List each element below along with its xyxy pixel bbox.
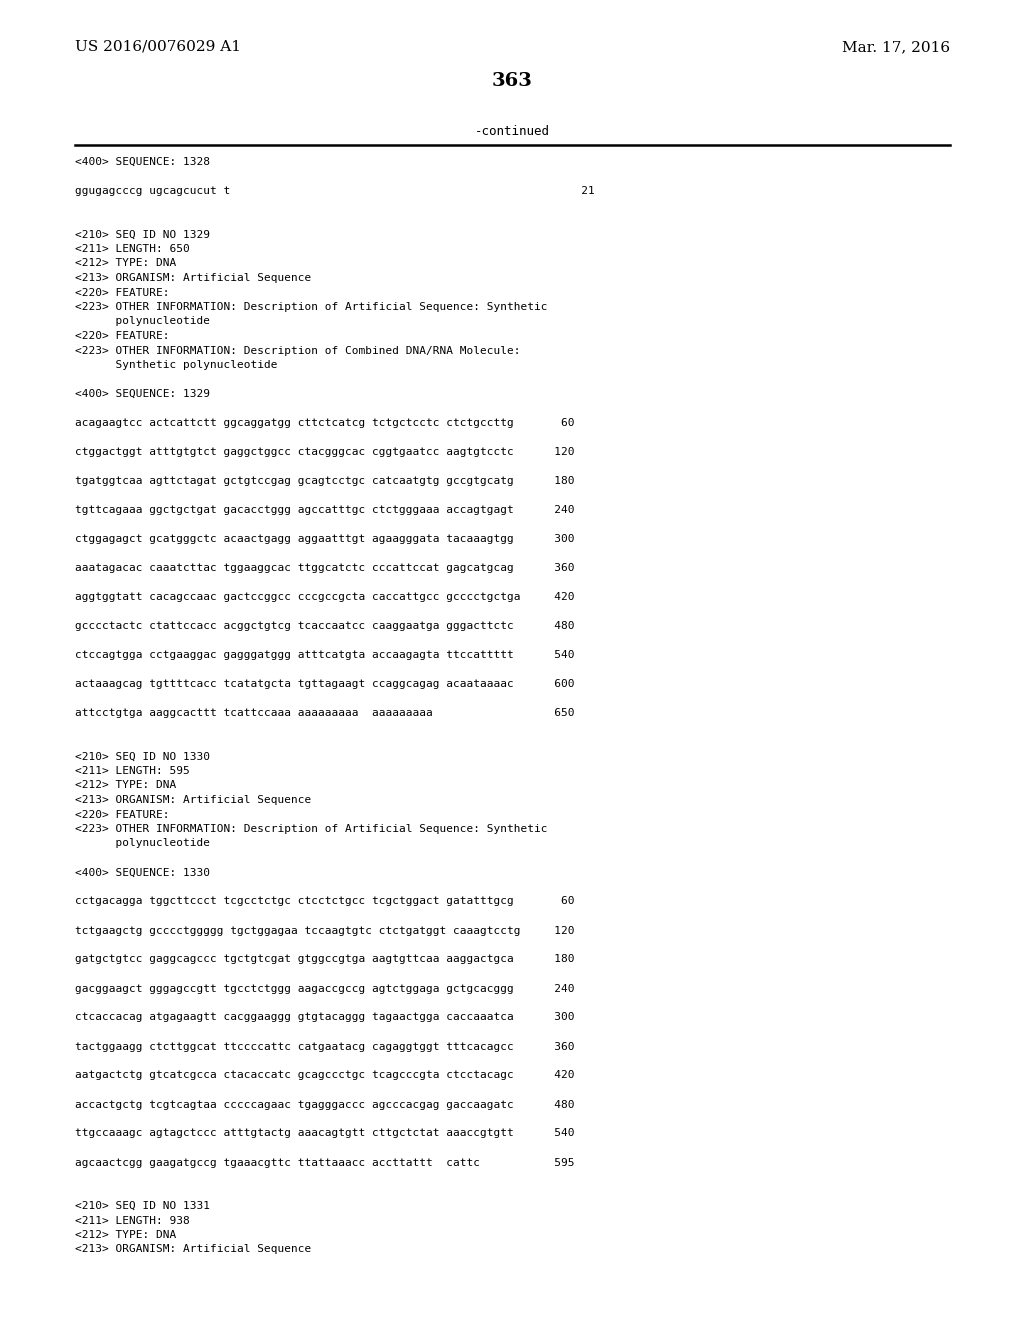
Text: acagaagtcc actcattctt ggcaggatgg cttctcatcg tctgctcctc ctctgccttg       60: acagaagtcc actcattctt ggcaggatgg cttctca… (75, 418, 574, 428)
Text: ctggagagct gcatgggctc acaactgagg aggaatttgt agaagggata tacaaagtgg      300: ctggagagct gcatgggctc acaactgagg aggaatt… (75, 535, 574, 544)
Text: -continued: -continued (474, 125, 550, 139)
Text: polynucleotide: polynucleotide (75, 838, 210, 849)
Text: Mar. 17, 2016: Mar. 17, 2016 (842, 40, 950, 54)
Text: aaatagacac caaatcttac tggaaggcac ttggcatctc cccattccat gagcatgcag      360: aaatagacac caaatcttac tggaaggcac ttggcat… (75, 564, 574, 573)
Text: <211> LENGTH: 938: <211> LENGTH: 938 (75, 1216, 189, 1225)
Text: <223> OTHER INFORMATION: Description of Artificial Sequence: Synthetic: <223> OTHER INFORMATION: Description of … (75, 302, 548, 312)
Text: ctcaccacag atgagaagtt cacggaaggg gtgtacaggg tagaactgga caccaaatca      300: ctcaccacag atgagaagtt cacggaaggg gtgtaca… (75, 1012, 574, 1023)
Text: agcaactcgg gaagatgccg tgaaacgttc ttattaaacc accttattt  cattc           595: agcaactcgg gaagatgccg tgaaacgttc ttattaa… (75, 1158, 574, 1167)
Text: aatgactctg gtcatcgcca ctacaccatc gcagccctgc tcagcccgta ctcctacagc      420: aatgactctg gtcatcgcca ctacaccatc gcagccc… (75, 1071, 574, 1081)
Text: ggugagcccg ugcagcucut t                                                    21: ggugagcccg ugcagcucut t 21 (75, 186, 595, 195)
Text: ctccagtgga cctgaaggac gagggatggg atttcatgta accaagagta ttccattttt      540: ctccagtgga cctgaaggac gagggatggg atttcat… (75, 649, 574, 660)
Text: gcccctactc ctattccacc acggctgtcg tcaccaatcc caaggaatga gggacttctc      480: gcccctactc ctattccacc acggctgtcg tcaccaa… (75, 620, 574, 631)
Text: <212> TYPE: DNA: <212> TYPE: DNA (75, 259, 176, 268)
Text: ttgccaaagc agtagctccc atttgtactg aaacagtgtt cttgctctat aaaccgtgtt      540: ttgccaaagc agtagctccc atttgtactg aaacagt… (75, 1129, 574, 1138)
Text: <210> SEQ ID NO 1329: <210> SEQ ID NO 1329 (75, 230, 210, 239)
Text: gacggaagct gggagccgtt tgcctctggg aagaccgccg agtctggaga gctgcacggg      240: gacggaagct gggagccgtt tgcctctggg aagaccg… (75, 983, 574, 994)
Text: tctgaagctg gcccctggggg tgctggagaa tccaagtgtc ctctgatggt caaagtcctg     120: tctgaagctg gcccctggggg tgctggagaa tccaag… (75, 925, 574, 936)
Text: <212> TYPE: DNA: <212> TYPE: DNA (75, 1230, 176, 1239)
Text: accactgctg tcgtcagtaa cccccagaac tgagggaccc agcccacgag gaccaagatc      480: accactgctg tcgtcagtaa cccccagaac tgaggga… (75, 1100, 574, 1110)
Text: <211> LENGTH: 595: <211> LENGTH: 595 (75, 766, 189, 776)
Text: <220> FEATURE:: <220> FEATURE: (75, 331, 170, 341)
Text: <213> ORGANISM: Artificial Sequence: <213> ORGANISM: Artificial Sequence (75, 1245, 311, 1254)
Text: <400> SEQUENCE: 1330: <400> SEQUENCE: 1330 (75, 867, 210, 878)
Text: gatgctgtcc gaggcagccc tgctgtcgat gtggccgtga aagtgttcaa aaggactgca      180: gatgctgtcc gaggcagccc tgctgtcgat gtggccg… (75, 954, 574, 965)
Text: US 2016/0076029 A1: US 2016/0076029 A1 (75, 40, 241, 54)
Text: <213> ORGANISM: Artificial Sequence: <213> ORGANISM: Artificial Sequence (75, 273, 311, 282)
Text: <400> SEQUENCE: 1329: <400> SEQUENCE: 1329 (75, 389, 210, 399)
Text: ctggactggt atttgtgtct gaggctggcc ctacgggcac cggtgaatcc aagtgtcctc      120: ctggactggt atttgtgtct gaggctggcc ctacggg… (75, 447, 574, 457)
Text: <212> TYPE: DNA: <212> TYPE: DNA (75, 780, 176, 791)
Text: 363: 363 (492, 73, 532, 90)
Text: <220> FEATURE:: <220> FEATURE: (75, 809, 170, 820)
Text: <400> SEQUENCE: 1328: <400> SEQUENCE: 1328 (75, 157, 210, 168)
Text: <223> OTHER INFORMATION: Description of Combined DNA/RNA Molecule:: <223> OTHER INFORMATION: Description of … (75, 346, 520, 355)
Text: <210> SEQ ID NO 1331: <210> SEQ ID NO 1331 (75, 1201, 210, 1210)
Text: <223> OTHER INFORMATION: Description of Artificial Sequence: Synthetic: <223> OTHER INFORMATION: Description of … (75, 824, 548, 834)
Text: cctgacagga tggcttccct tcgcctctgc ctcctctgcc tcgctggact gatatttgcg       60: cctgacagga tggcttccct tcgcctctgc ctcctct… (75, 896, 574, 907)
Text: actaaagcag tgttttcacc tcatatgcta tgttagaagt ccaggcagag acaataaaac      600: actaaagcag tgttttcacc tcatatgcta tgttaga… (75, 678, 574, 689)
Text: tgttcagaaa ggctgctgat gacacctggg agccatttgc ctctgggaaa accagtgagt      240: tgttcagaaa ggctgctgat gacacctggg agccatt… (75, 506, 574, 515)
Text: <210> SEQ ID NO 1330: <210> SEQ ID NO 1330 (75, 751, 210, 762)
Text: tactggaagg ctcttggcat ttccccattc catgaatacg cagaggtggt tttcacagcc      360: tactggaagg ctcttggcat ttccccattc catgaat… (75, 1041, 574, 1052)
Text: attcctgtga aaggcacttt tcattccaaa aaaaaaaaa  aaaaaaaaa                  650: attcctgtga aaggcacttt tcattccaaa aaaaaaa… (75, 708, 574, 718)
Text: aggtggtatt cacagccaac gactccggcc cccgccgcta caccattgcc gcccctgctga     420: aggtggtatt cacagccaac gactccggcc cccgccg… (75, 591, 574, 602)
Text: Synthetic polynucleotide: Synthetic polynucleotide (75, 360, 278, 370)
Text: <211> LENGTH: 650: <211> LENGTH: 650 (75, 244, 189, 253)
Text: polynucleotide: polynucleotide (75, 317, 210, 326)
Text: <220> FEATURE:: <220> FEATURE: (75, 288, 170, 297)
Text: tgatggtcaa agttctagat gctgtccgag gcagtcctgc catcaatgtg gccgtgcatg      180: tgatggtcaa agttctagat gctgtccgag gcagtcc… (75, 477, 574, 486)
Text: <213> ORGANISM: Artificial Sequence: <213> ORGANISM: Artificial Sequence (75, 795, 311, 805)
